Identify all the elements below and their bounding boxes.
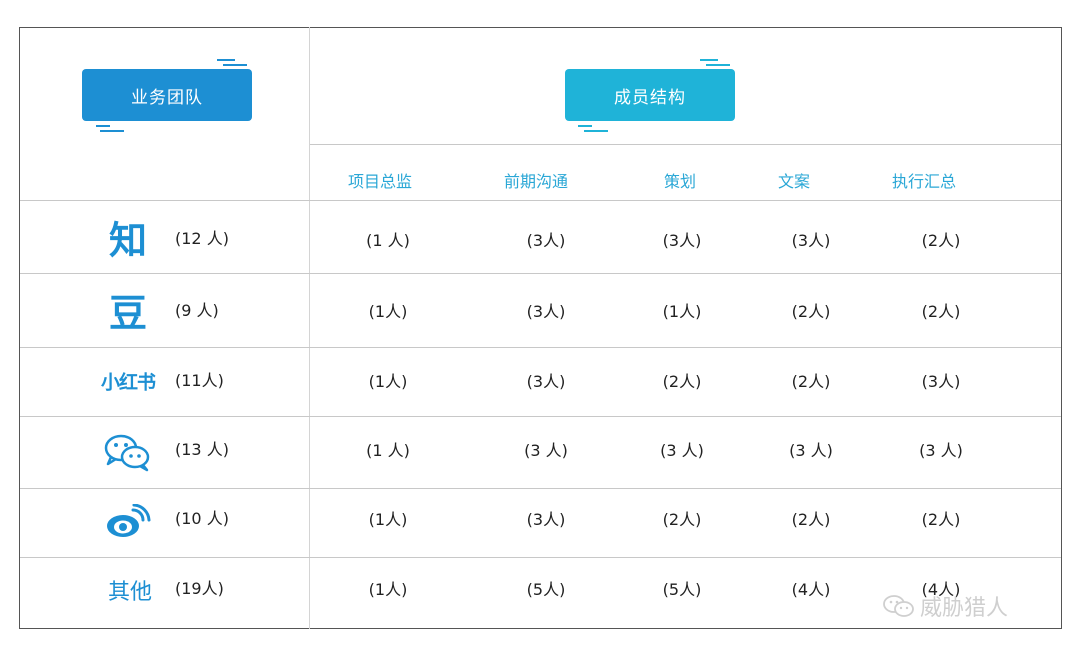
team-count: (19人): [175, 579, 224, 598]
zhihu-icon: 知: [108, 218, 148, 263]
table-cell: (2人): [662, 372, 702, 391]
row-divider: [20, 347, 1061, 348]
table-cell: (2人): [921, 231, 961, 250]
decor-line: [100, 130, 124, 132]
table-cell: (3人): [526, 372, 566, 391]
table-cell: (1 人): [366, 441, 410, 460]
table-cell: (2人): [921, 510, 961, 529]
wechat-icon: [104, 434, 150, 472]
wechat-watermark-icon: [883, 595, 914, 617]
column-header: 前期沟通: [503, 172, 569, 191]
weibo-icon: [107, 504, 151, 537]
team-count: (11人): [175, 371, 224, 390]
decor-line: [584, 130, 608, 132]
table-cell: (2人): [791, 302, 831, 321]
table-cell: (3 人): [919, 441, 963, 460]
watermark: 威胁猎人: [882, 590, 1008, 622]
table-cell: (2人): [791, 372, 831, 391]
row-divider: [20, 488, 1061, 489]
table-cell: (2人): [662, 510, 702, 529]
table-cell: (3 人): [660, 441, 704, 460]
decor-line: [217, 59, 235, 61]
team-count: (10 人): [175, 509, 229, 528]
row-divider: [20, 273, 1061, 274]
table-cell: (5人): [662, 580, 702, 599]
decor-line: [223, 64, 247, 66]
table-cell: (3人): [526, 302, 566, 321]
decor-line: [700, 59, 718, 61]
decor-line: [706, 64, 730, 66]
table-cell: (3人): [526, 231, 566, 250]
column-divider: [309, 27, 310, 629]
table-cell: (3人): [662, 231, 702, 250]
team-header-badge: 业务团队: [82, 69, 252, 121]
decor-line: [578, 125, 592, 127]
table-cell: (5人): [526, 580, 566, 599]
table-cell: (2人): [791, 510, 831, 529]
structure-header-badge: 成员结构: [565, 69, 735, 121]
column-header: 文案: [777, 172, 811, 191]
table-cell: (3人): [526, 510, 566, 529]
table-cell: (3 人): [524, 441, 568, 460]
column-header: 策划: [663, 172, 697, 191]
team-count: (9 人): [175, 301, 219, 320]
watermark-text: 威胁猎人: [920, 596, 1009, 621]
table-cell: (1人): [368, 372, 408, 391]
table-cell: (1人): [368, 302, 408, 321]
column-header: 项目总监: [347, 172, 413, 191]
team-count: (13 人): [175, 440, 229, 459]
table-cell: (1人): [368, 580, 408, 599]
table-cell: (3 人): [789, 441, 833, 460]
row-divider: [20, 416, 1061, 417]
table-cell: (1人): [662, 302, 702, 321]
column-header: 执行汇总: [891, 172, 957, 191]
header-divider: [310, 144, 1061, 145]
douban-icon: 豆: [108, 291, 148, 336]
row-divider: [20, 557, 1061, 558]
decor-line: [96, 125, 110, 127]
table-cell: (3人): [921, 372, 961, 391]
table-cell: (1 人): [366, 231, 410, 250]
table-cell: (4人): [791, 580, 831, 599]
row-divider: [20, 200, 1061, 201]
other-team-label: 其他: [107, 580, 153, 605]
table-cell: (3人): [791, 231, 831, 250]
team-count: (12 人): [175, 229, 229, 248]
table-cell: (4人): [921, 580, 961, 599]
table-cell: (2人): [921, 302, 961, 321]
table-frame: [19, 27, 1062, 629]
table-cell: (1人): [368, 510, 408, 529]
xiaohongshu-icon: 小红书: [100, 371, 156, 394]
